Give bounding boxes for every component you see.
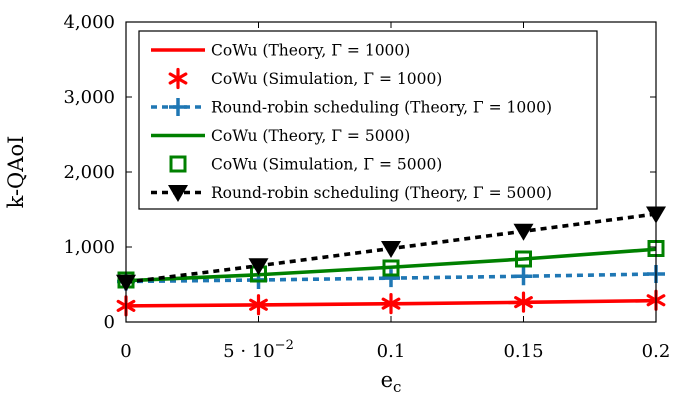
legend-label: Round-robin scheduling (Theory, Γ = 5000… — [211, 184, 552, 202]
plot-marks — [116, 206, 666, 317]
series-2-point-4 — [514, 291, 533, 313]
legend-label: CoWu (Theory, Γ = 1000) — [211, 42, 410, 60]
x-tick-label: 0.1 — [377, 341, 406, 362]
series-6 — [116, 206, 666, 292]
series-6-point-3 — [381, 241, 401, 258]
x-tick-label: 5 · 10−2 — [223, 338, 294, 362]
x-tick-label: 0.2 — [642, 341, 671, 362]
legend-entry-4: CoWu (Theory, Γ = 5000) — [151, 127, 410, 145]
series-2-point-2 — [249, 294, 268, 316]
legend-entry-2: CoWu (Simulation, Γ = 1000) — [168, 67, 442, 90]
y-tick-label: 4,000 — [63, 12, 115, 33]
y-tick-label: 1,000 — [63, 237, 115, 258]
legend-entry-6: Round-robin scheduling (Theory, Γ = 5000… — [151, 184, 552, 202]
legend-box — [138, 30, 598, 210]
legend-label: CoWu (Theory, Γ = 5000) — [211, 127, 410, 145]
legend-marker — [169, 98, 187, 116]
series-5-point-4 — [515, 250, 532, 268]
x-axis-title-main: e — [381, 368, 393, 392]
y-axis-ticks: 0 1,000 2,000 3,000 4,000 — [63, 12, 656, 333]
legend-entry-5: CoWu (Simulation, Γ = 5000) — [169, 155, 442, 174]
y-axis-title: k-QAoI — [4, 136, 28, 209]
series-3-point-4 — [514, 267, 533, 286]
series-2-point-3 — [381, 293, 401, 315]
y-tick-label: 2,000 — [63, 162, 115, 183]
legend: CoWu (Theory, Γ = 1000) CoWu (Simulation,… — [138, 30, 598, 210]
legend-marker — [168, 67, 188, 90]
y-tick-label: 0 — [104, 312, 115, 333]
series-4-line — [125, 247, 657, 283]
legend-marker — [168, 185, 188, 202]
legend-entry-3: Round-robin scheduling (Theory, Γ = 1000… — [151, 98, 552, 117]
series-4 — [125, 247, 657, 283]
x-axis-title: ec — [381, 368, 402, 396]
x-axis-title-subscript: c — [393, 378, 401, 396]
legend-label: CoWu (Simulation, Γ = 1000) — [211, 70, 442, 88]
x-tick-label: 0 — [120, 341, 131, 362]
x-axis-ticks: 0 5 · 10−2 0.1 0.15 0.2 — [120, 22, 670, 362]
y-tick-label: 3,000 — [63, 87, 115, 108]
legend-marker — [169, 155, 187, 173]
series-6-point-2 — [248, 258, 269, 276]
x-tick-label: 0.15 — [503, 341, 543, 362]
series-3-point-3 — [382, 269, 400, 288]
legend-label: Round-robin scheduling (Theory, Γ = 1000… — [211, 99, 552, 117]
series-6-point-4 — [513, 223, 534, 241]
series-5-point-3 — [382, 259, 400, 277]
legend-entry-1: CoWu (Theory, Γ = 1000) — [151, 42, 410, 60]
legend-label: CoWu (Simulation, Γ = 5000) — [211, 156, 442, 174]
